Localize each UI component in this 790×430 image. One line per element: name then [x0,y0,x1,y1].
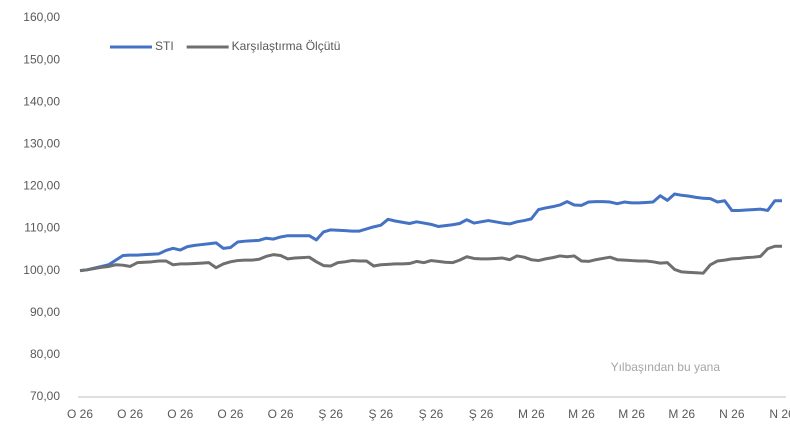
x-tick-label: M 26 [668,407,695,421]
y-tick-label: 130,00 [23,137,60,151]
x-tick-label: N 26 [719,407,745,421]
x-tick-label: O 26 [268,407,294,421]
series-line [79,192,782,273]
y-tick-label: 100,00 [23,263,60,277]
x-tick-label: M 26 [518,407,545,421]
x-tick-label: Ş 26 [419,407,444,421]
y-tick-label: 160,00 [23,10,60,24]
x-tick-label: Ş 26 [318,407,343,421]
x-tick-label: O 26 [167,407,193,421]
x-tick-label: Ş 26 [369,407,394,421]
series-line [79,244,782,275]
y-tick-label: 70,00 [30,389,60,403]
y-tick-label: 150,00 [23,52,60,66]
x-tick-label: O 26 [217,407,243,421]
y-tick-label: 140,00 [23,94,60,108]
y-tick-label: 90,00 [30,305,60,319]
x-tick-label: Ş 26 [469,407,494,421]
legend-label: STI [155,39,174,53]
y-tick-label: 120,00 [23,179,60,193]
x-tick-label: O 26 [67,407,93,421]
y-tick-label: 110,00 [24,221,60,235]
x-tick-label: O 26 [117,407,143,421]
annotation: Yılbaşından bu yana [611,360,721,374]
x-tick-label: M 26 [568,407,595,421]
legend-label: Karşılaştırma Ölçütü [232,39,341,53]
x-tick-label: M 26 [618,407,645,421]
x-tick-label: N 26 [769,407,790,421]
y-tick-label: 80,00 [30,347,60,361]
